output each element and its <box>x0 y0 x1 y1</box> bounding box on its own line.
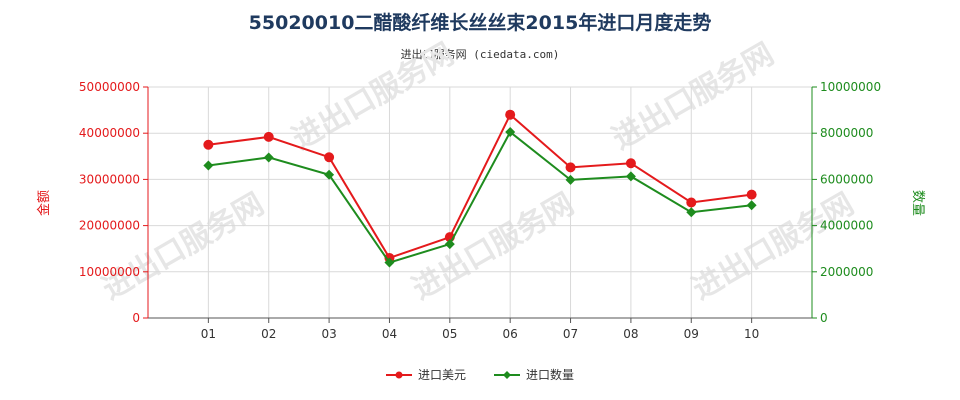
watermark-text: 进出口服务网 <box>407 187 580 307</box>
series-line-amount <box>208 113 752 260</box>
right-axis-title: 数量 <box>910 190 925 216</box>
data-point-amount <box>505 109 516 120</box>
left-axis-tick-label: 50000000 <box>79 80 140 94</box>
left-axis-tick-label: 40000000 <box>79 126 140 140</box>
data-point-quantity <box>263 152 274 163</box>
data-point-quantity <box>505 127 516 138</box>
right-axis-tick-label: 8000000 <box>820 126 873 140</box>
right-axis-tick-label: 4000000 <box>820 219 873 233</box>
x-axis-tick-label: 08 <box>623 327 638 341</box>
series-line-quantity <box>208 130 752 264</box>
data-point-quantity <box>444 239 455 250</box>
data-point-quantity <box>686 207 697 218</box>
data-point-quantity <box>203 160 214 171</box>
x-axis-tick-label: 01 <box>201 327 216 341</box>
watermark-text: 进出口服务网 <box>287 37 460 157</box>
left-axis-tick-label: 0 <box>132 311 140 325</box>
data-point-quantity <box>384 257 395 268</box>
legend-label-quantity: 进口数量 <box>526 368 575 382</box>
right-axis-tick-label: 0 <box>820 311 828 325</box>
watermark-text: 进出口服务网 <box>97 187 270 307</box>
x-axis-tick-label: 05 <box>442 327 457 341</box>
data-point-quantity <box>625 171 636 182</box>
data-point-amount <box>263 131 274 142</box>
data-point-quantity <box>324 169 335 180</box>
data-point-amount <box>625 158 636 169</box>
data-point-quantity <box>565 174 576 185</box>
data-point-amount <box>324 152 335 163</box>
chart-title: 55020010二醋酸纤维长丝丝束2015年进口月度走势 <box>248 12 712 34</box>
data-point-quantity <box>746 200 757 211</box>
legend-label-amount: 进口美元 <box>417 368 466 382</box>
legend-swatch-quantity <box>494 370 520 379</box>
data-point-amount <box>686 197 697 208</box>
chart-subtitle: 进出口服务网 (ciedata.com) <box>400 48 560 61</box>
data-point-amount <box>746 189 757 200</box>
x-axis-tick-label: 03 <box>321 327 336 341</box>
left-axis-tick-label: 10000000 <box>79 265 140 279</box>
data-point-amount <box>203 139 214 150</box>
legend-item-quantity[interactable]: 进口数量 <box>494 366 574 383</box>
x-axis-tick-label: 07 <box>563 327 578 341</box>
watermark-text: 进出口服务网 <box>607 37 780 157</box>
legend-swatch-amount <box>385 371 412 378</box>
watermark-text: 进出口服务网 <box>687 187 860 307</box>
x-axis-tick-label: 06 <box>503 327 518 341</box>
right-axis-tick-label: 10000000 <box>820 80 881 94</box>
left-axis-title: 金额 <box>36 190 52 216</box>
x-axis-tick-label: 04 <box>382 327 397 341</box>
left-axis-tick-label: 20000000 <box>79 219 140 233</box>
left-axis-tick-label: 30000000 <box>79 172 140 186</box>
right-axis-tick-label: 6000000 <box>820 172 873 186</box>
data-point-amount <box>565 162 576 173</box>
x-axis-tick-label: 02 <box>261 327 276 341</box>
right-axis-tick-label: 2000000 <box>820 265 873 279</box>
legend-item-amount[interactable]: 进口美元 <box>385 366 466 383</box>
chart-legend: 进口美元 进口数量 <box>0 366 960 383</box>
x-axis-tick-label: 10 <box>744 327 759 341</box>
x-axis-tick-label: 09 <box>684 327 699 341</box>
